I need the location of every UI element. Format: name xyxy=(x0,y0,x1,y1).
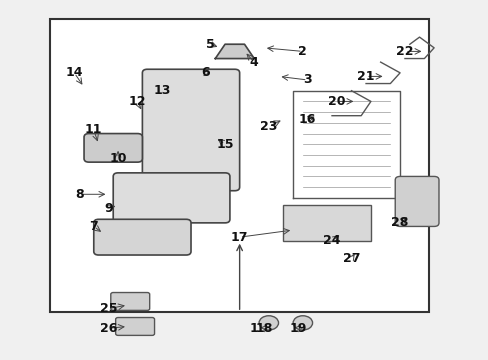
Text: 18: 18 xyxy=(255,322,272,335)
Text: 21: 21 xyxy=(357,70,374,83)
FancyBboxPatch shape xyxy=(111,293,149,310)
Circle shape xyxy=(259,316,278,330)
Text: 17: 17 xyxy=(230,231,248,244)
Text: 11: 11 xyxy=(85,123,102,136)
Text: 14: 14 xyxy=(65,66,83,79)
Text: 5: 5 xyxy=(205,38,214,51)
Text: 8: 8 xyxy=(75,188,83,201)
Text: 4: 4 xyxy=(249,55,258,69)
Text: 12: 12 xyxy=(128,95,146,108)
Text: 16: 16 xyxy=(298,113,316,126)
Text: 13: 13 xyxy=(153,84,170,97)
Text: 2: 2 xyxy=(298,45,306,58)
Text: 9: 9 xyxy=(104,202,112,215)
Text: 10: 10 xyxy=(109,152,126,165)
Bar xyxy=(283,205,370,241)
Circle shape xyxy=(292,316,312,330)
FancyBboxPatch shape xyxy=(142,69,239,191)
Text: 19: 19 xyxy=(289,322,306,335)
Text: 1: 1 xyxy=(249,322,258,335)
Bar xyxy=(50,19,428,312)
Text: 25: 25 xyxy=(100,302,117,315)
Polygon shape xyxy=(215,44,254,59)
FancyBboxPatch shape xyxy=(84,134,142,162)
Text: 7: 7 xyxy=(89,220,98,233)
Text: 24: 24 xyxy=(323,234,340,247)
FancyBboxPatch shape xyxy=(116,318,154,336)
FancyBboxPatch shape xyxy=(394,176,438,226)
FancyBboxPatch shape xyxy=(113,173,229,223)
Text: 3: 3 xyxy=(303,73,311,86)
Text: 6: 6 xyxy=(201,66,209,79)
Text: 27: 27 xyxy=(342,252,360,265)
Text: 23: 23 xyxy=(260,120,277,133)
Text: 20: 20 xyxy=(327,95,345,108)
FancyBboxPatch shape xyxy=(94,219,191,255)
Text: 28: 28 xyxy=(390,216,408,229)
Text: 26: 26 xyxy=(100,322,117,335)
Text: 22: 22 xyxy=(395,45,413,58)
Text: 15: 15 xyxy=(216,138,233,151)
